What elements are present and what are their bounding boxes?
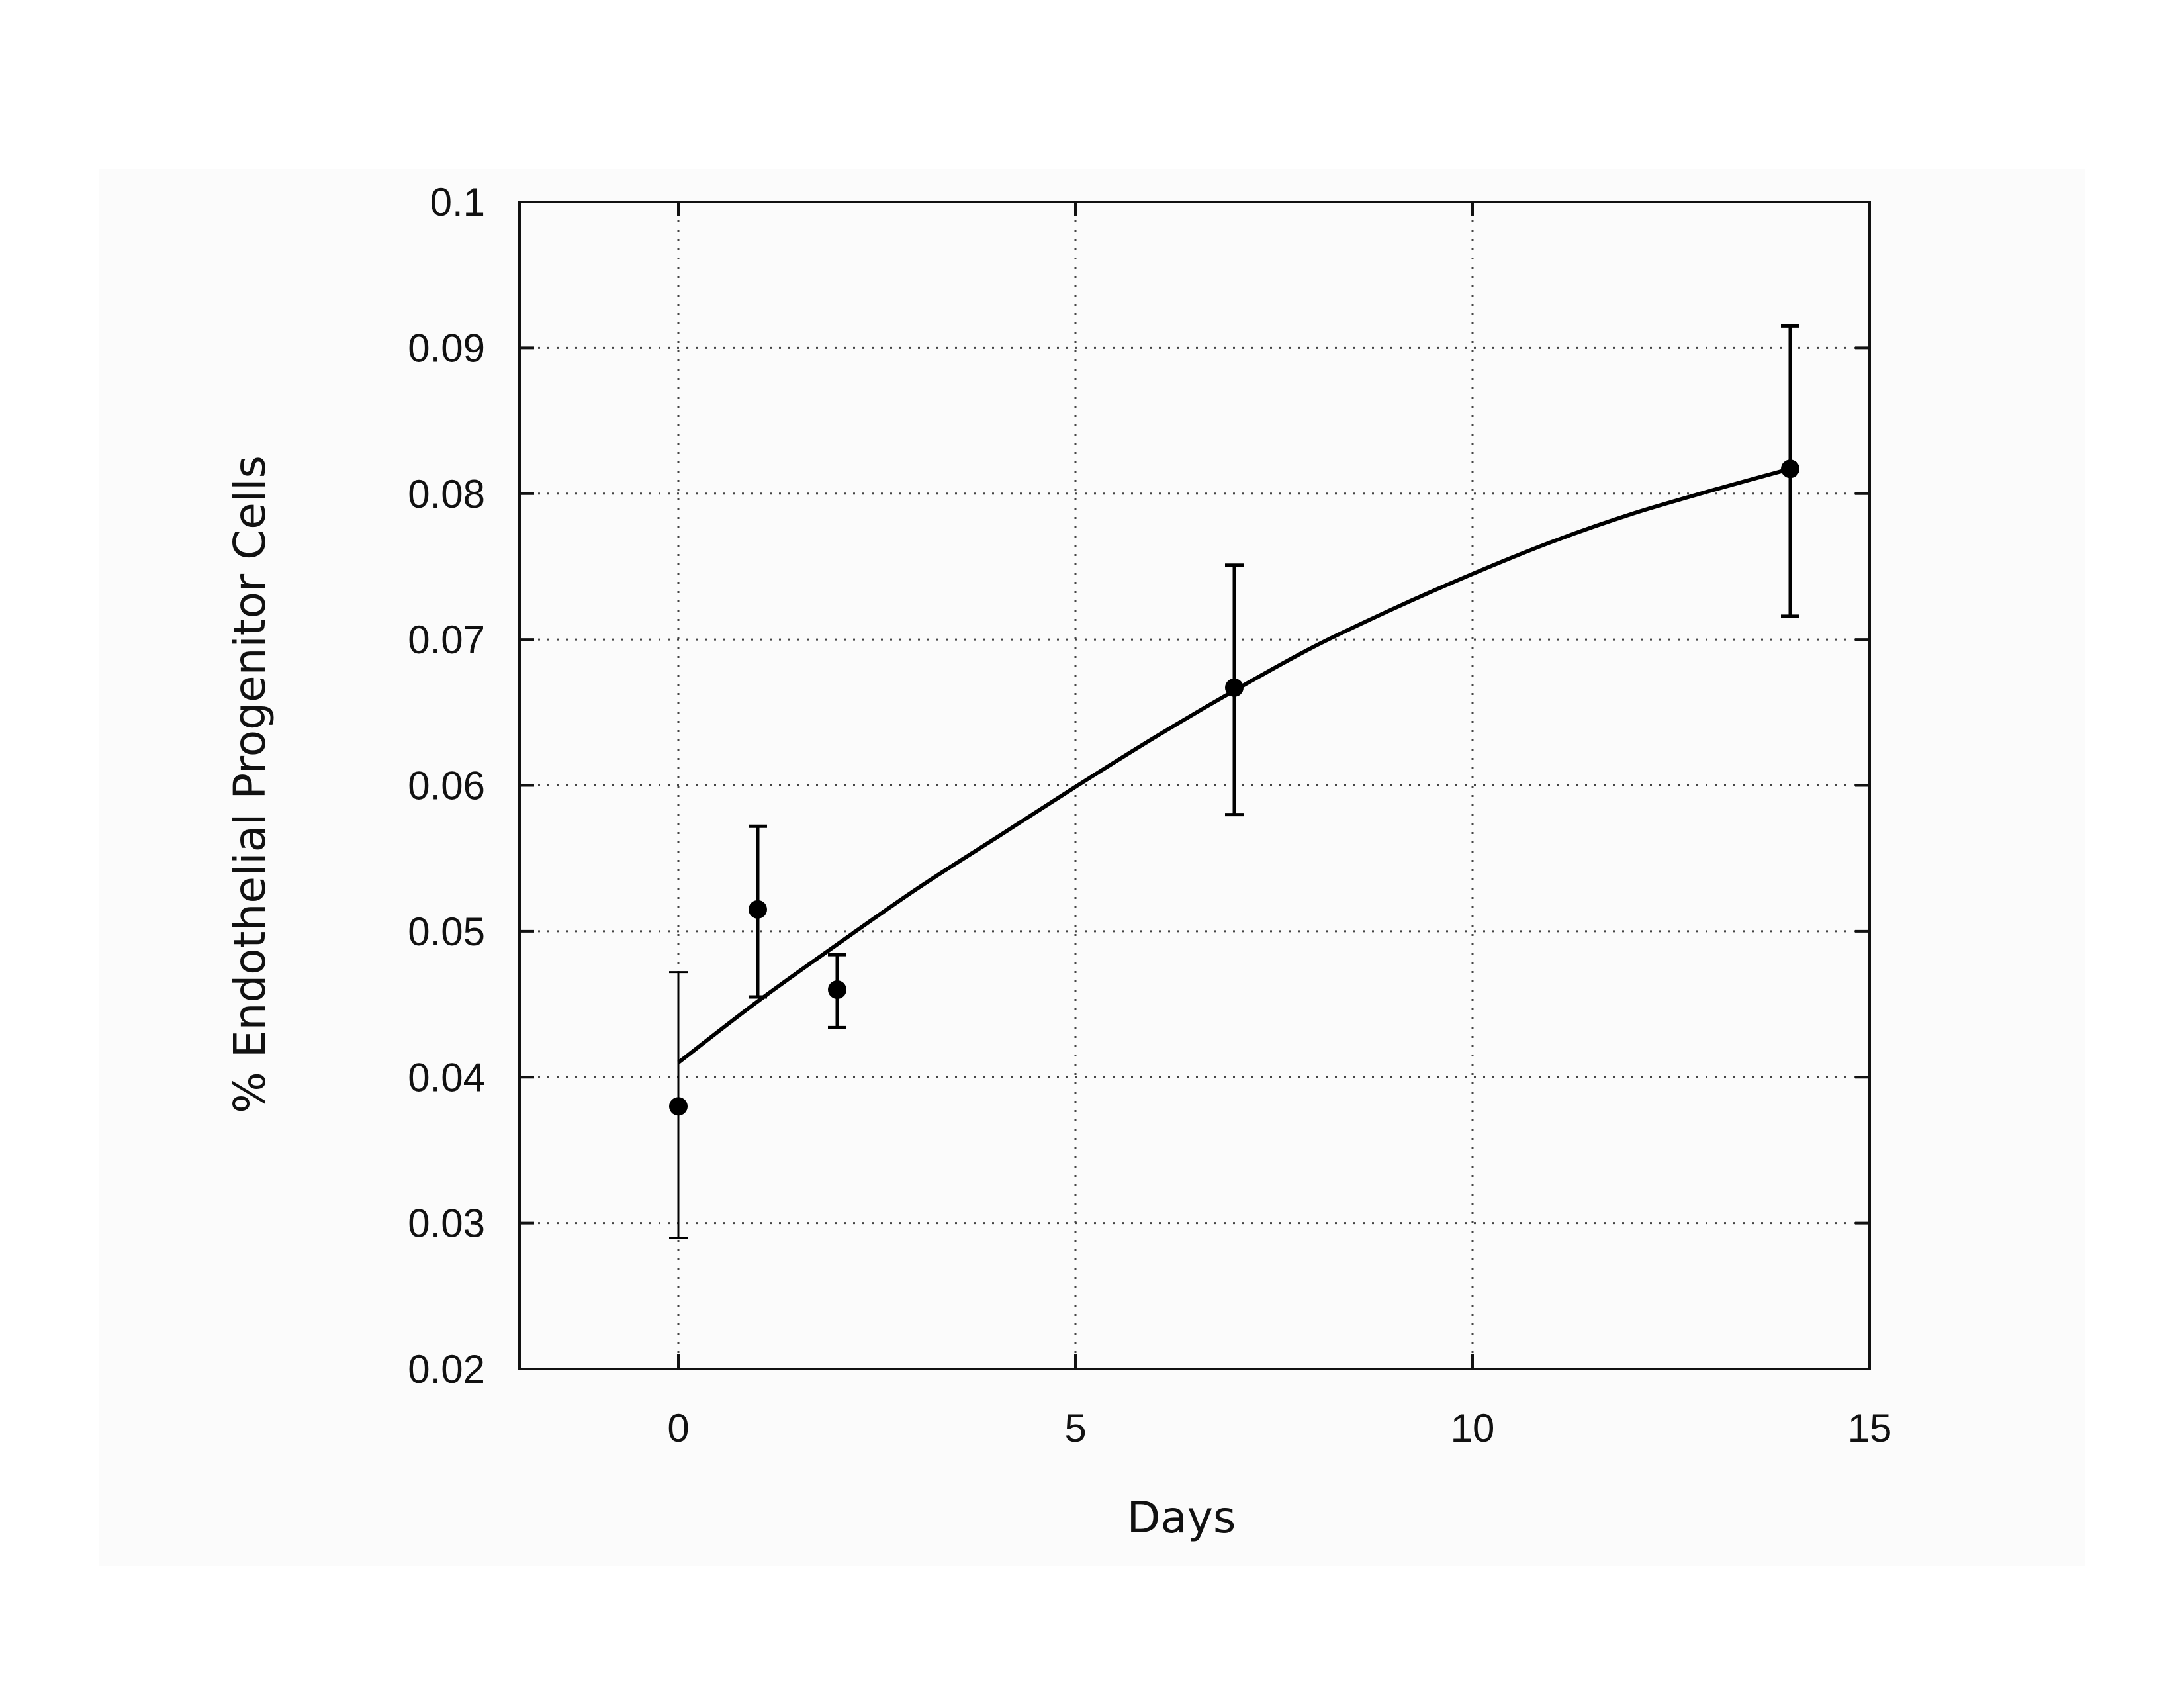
x-tick-label: 5 bbox=[1064, 1406, 1086, 1450]
y-axis-title: % Endothelial Progenitor Cells bbox=[224, 455, 275, 1113]
plot-area bbox=[520, 202, 1870, 1369]
data-point bbox=[828, 980, 846, 1000]
data-point bbox=[669, 1097, 688, 1116]
plot-frame bbox=[518, 201, 1871, 1370]
x-axis-title: Days bbox=[1127, 1492, 1236, 1543]
y-tick-label: 0.03 bbox=[408, 1201, 485, 1246]
y-tick-label: 0.05 bbox=[408, 910, 485, 954]
x-tick-labels: 0 5 10 15 bbox=[667, 1406, 1891, 1450]
data-points bbox=[669, 459, 1799, 1116]
y-tick-label: 0.07 bbox=[408, 618, 485, 662]
chart: 0 5 10 15 0.020.030.040.050.060.070.080.090… bbox=[224, 180, 1891, 1543]
y-tick-labels: 0.02 0.03 0.04 0.05 0.06 0.07 0.08 0.09 0.1 bbox=[408, 180, 485, 1391]
y-tick-label: 0.08 bbox=[408, 472, 485, 516]
data-point bbox=[1225, 678, 1244, 697]
x-tick-label: 0 bbox=[667, 1406, 689, 1450]
y-tick-label: 0.09 bbox=[408, 326, 485, 370]
y-tick-label: 0.04 bbox=[408, 1055, 485, 1100]
x-tick-label: 15 bbox=[1848, 1406, 1892, 1450]
data-point bbox=[1781, 459, 1799, 479]
figure-panel: 0 5 10 15 0.02 0.03 0.04 0.05 0.06 0.07 0.08 0.09 0… bbox=[99, 169, 2085, 1566]
y-tick-label: 0.02 bbox=[408, 1347, 485, 1391]
data-point bbox=[749, 900, 767, 919]
y-tick-label: 0.1 bbox=[430, 180, 485, 224]
x-tick-label: 10 bbox=[1451, 1406, 1495, 1450]
y-tick-label: 0.06 bbox=[408, 764, 485, 808]
